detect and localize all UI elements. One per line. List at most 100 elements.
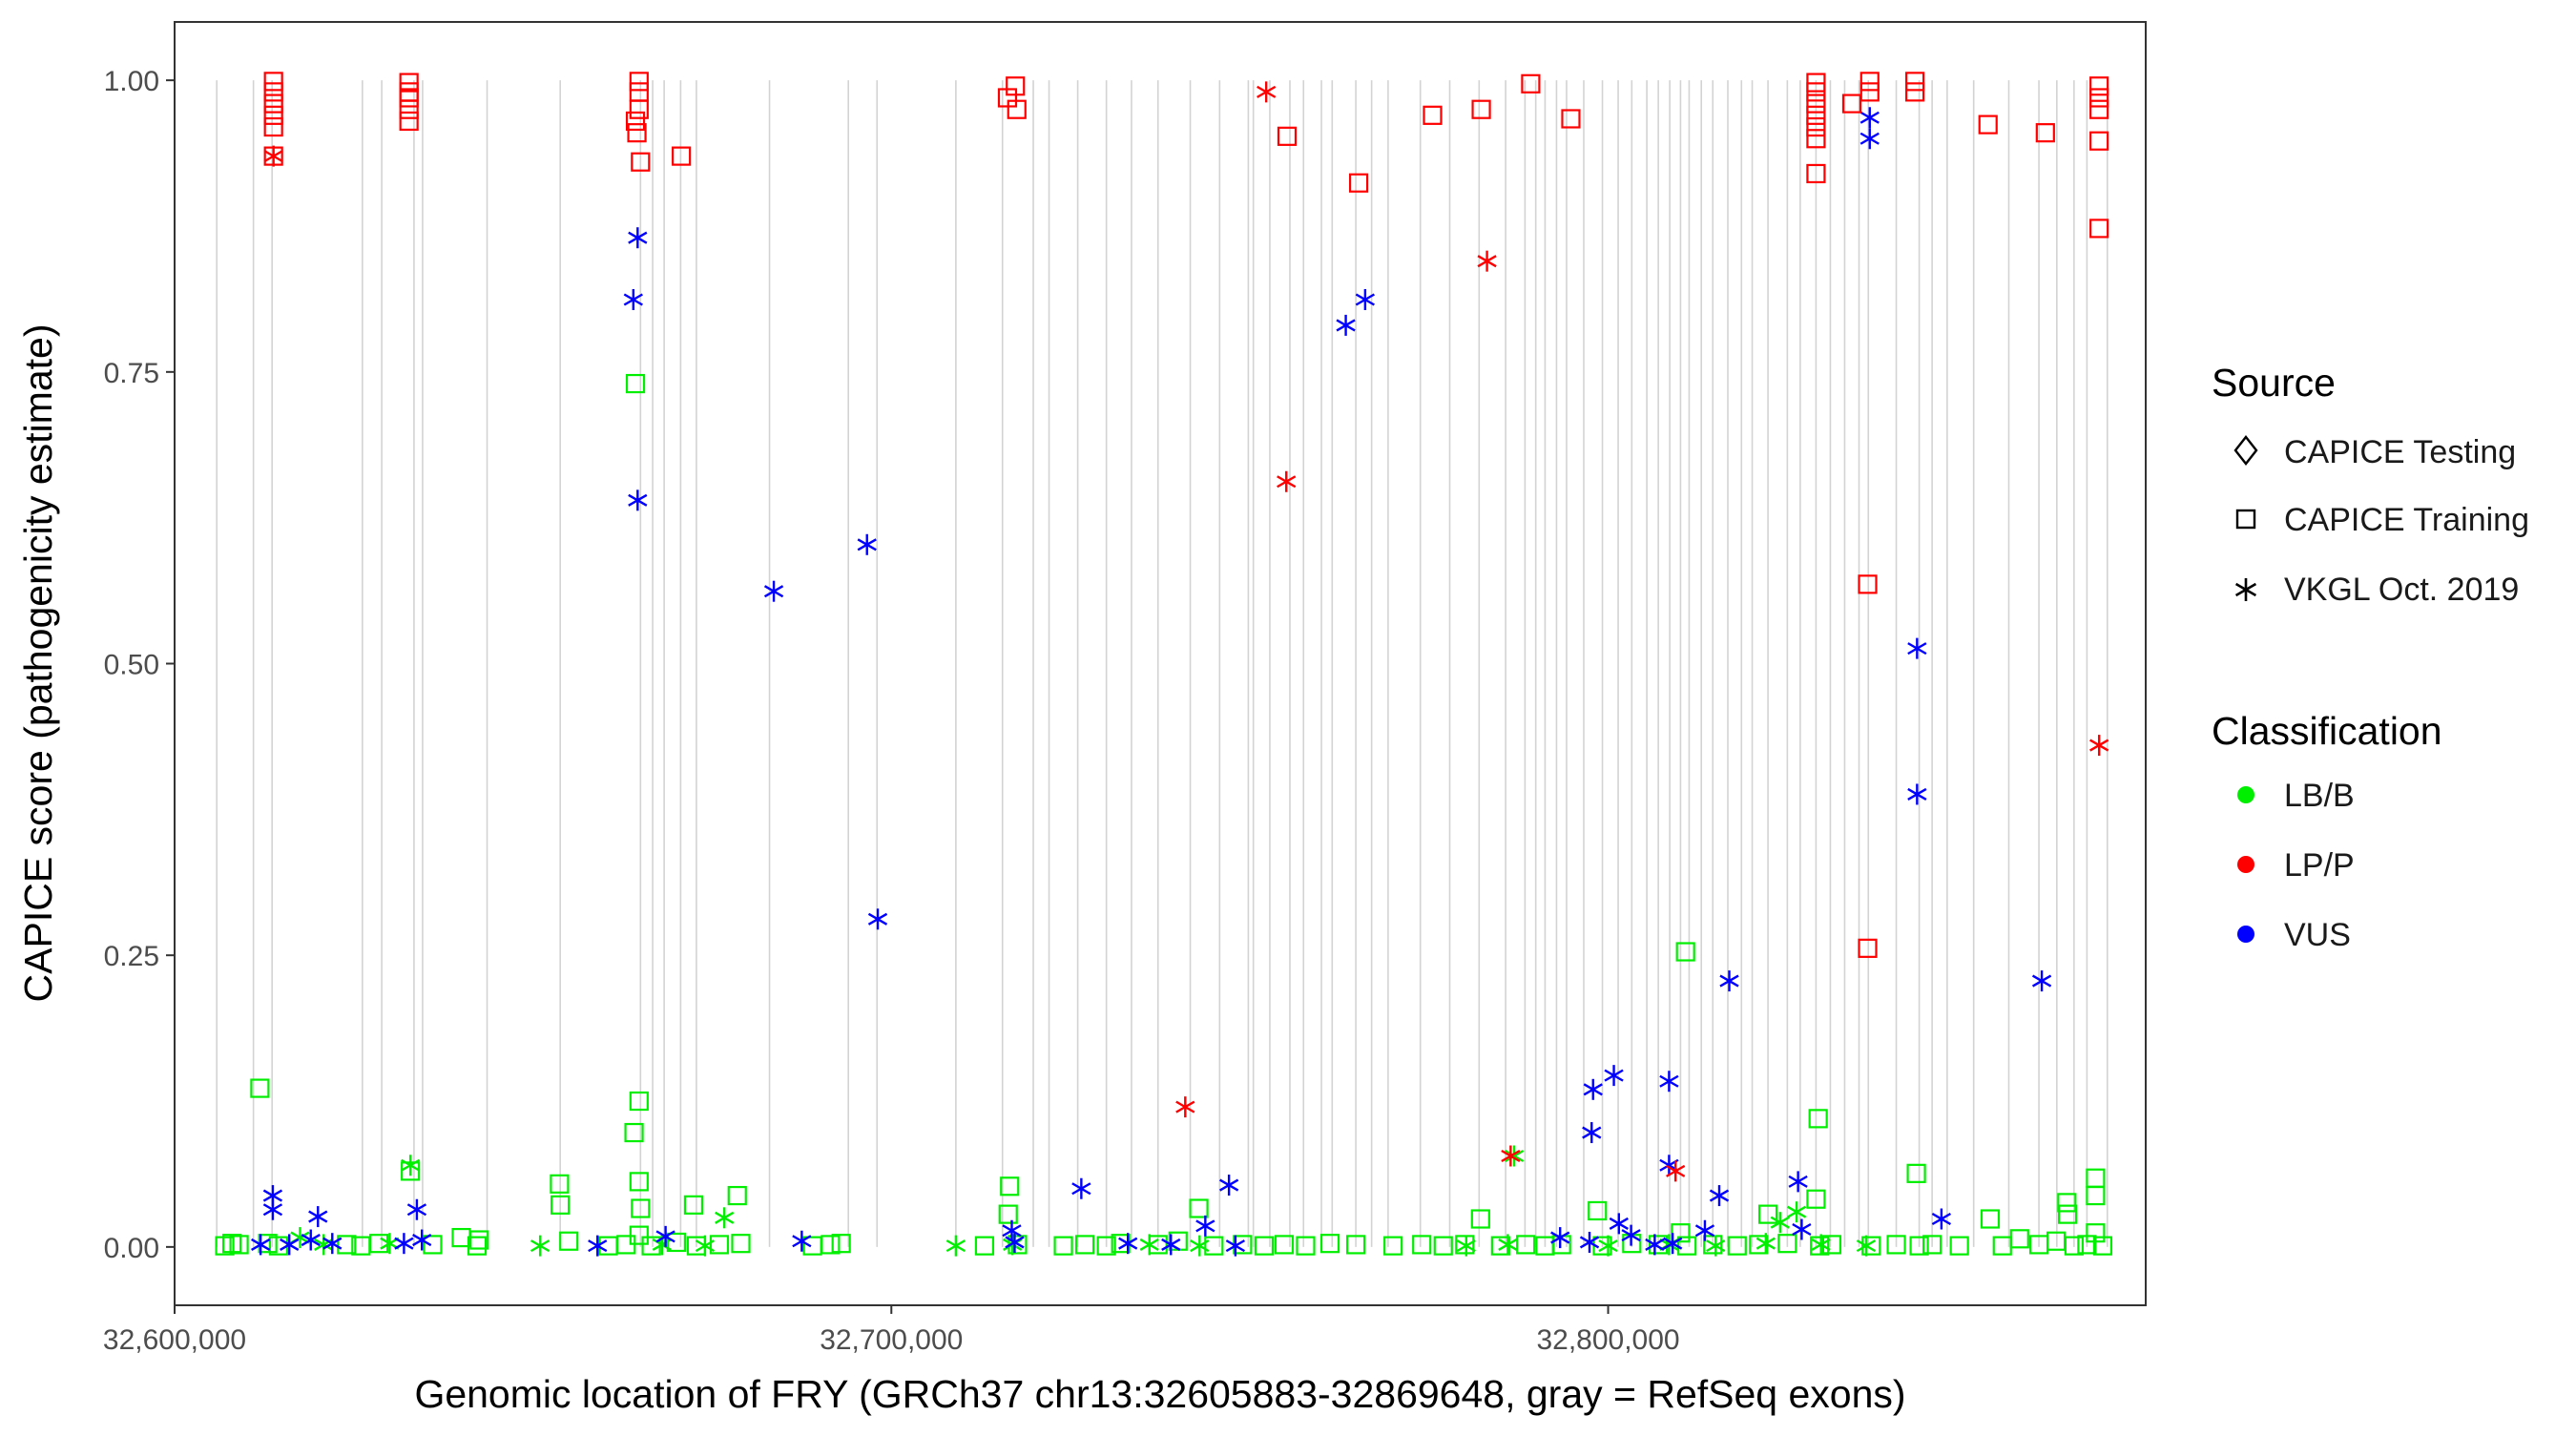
data-point-vus [1659,1071,1679,1093]
data-point-vus [1579,1231,1600,1253]
data-point-lbb [530,1235,551,1257]
legend-source-title: Source [2212,361,2336,405]
data-point-lpp [1423,105,1443,125]
data-point-vus [1583,1078,1603,1100]
data-point-lbb [1727,1236,1747,1256]
data-point-vus [1550,1227,1570,1249]
data-point-lbb [629,1172,649,1192]
data-point-vus [1604,1065,1624,1087]
data-point-lbb [624,1122,644,1143]
data-point-lbb [1190,1235,1210,1257]
data-point-lbb [945,1235,966,1257]
legend-class-label-lpp: LP/P [2284,847,2355,884]
data-point-lbb [1345,1235,1366,1255]
data-point-lpp [2089,219,2109,239]
data-point-lpp [629,99,649,119]
data-point-lbb [1808,1109,1828,1129]
data-point-lbb [1806,1189,1826,1209]
data-point-lbb [1906,1163,1926,1183]
data-point-vus [301,1229,321,1251]
data-point-lpp [1806,163,1826,184]
y-tick-label: 0.25 [104,941,159,972]
data-point-lbb [1777,1234,1797,1254]
data-point-vus [1071,1177,1091,1199]
data-point-lbb [1383,1236,1403,1256]
legend-square-icon [2235,509,2256,530]
data-point-lpp [629,72,649,92]
data-point-lbb [1274,1235,1295,1255]
data-point-vus [1582,1122,1602,1144]
data-point-vus [655,1225,675,1247]
data-point-lbb [337,1235,357,1255]
data-point-lbb [2058,1204,2078,1224]
data-point-lbb [1456,1235,1476,1257]
data-point-lbb [1000,1176,1020,1197]
data-point-vus [1225,1235,1246,1257]
data-point-lbb [1075,1235,1095,1255]
data-point-lpp [263,105,283,125]
data-point-lpp [2089,88,2109,108]
data-point-lbb [1675,942,1695,962]
legend-class-label-lbb: LB/B [2284,778,2355,814]
data-point-lbb [683,1195,704,1215]
data-point-lbb [1319,1234,1340,1254]
x-axis-label: Genomic location of FRY (GRCh37 chr13:32… [414,1372,1905,1416]
data-point-lpp [627,123,647,143]
data-point-vus [412,1229,432,1251]
data-point-lpp [2035,123,2055,143]
data-point-lpp [399,99,419,119]
data-point-lbb [1412,1235,1432,1255]
data-point-vus [2031,970,2052,992]
data-point-lpp [399,111,419,132]
data-point-lbb [469,1230,489,1250]
data-point-lbb [551,1195,571,1215]
data-point-lpp [672,146,692,166]
data-point-lbb [2028,1235,2049,1255]
data-point-lpp [1806,82,1826,102]
data-point-vus [792,1230,812,1252]
data-point-vus [251,1234,271,1256]
data-point-vus [1161,1234,1181,1256]
x-axis: 32,600,000 32,700,000 32,800,000 [103,1305,1680,1356]
data-point-lbb [401,1155,421,1176]
data-point-lpp [1666,1160,1686,1182]
data-point-lbb [1757,1204,1778,1224]
data-point-vus [1907,637,1927,659]
legend-diamond-icon [2233,435,2258,466]
data-point-lpp [1858,574,1878,594]
data-point-lbb [1254,1236,1275,1256]
data-point-lbb [2092,1236,2113,1256]
data-point-vus [280,1234,300,1256]
x-tick-label: 32,800,000 [1536,1324,1679,1356]
data-point-lbb [215,1236,235,1256]
data-point-lbb [1588,1200,1608,1221]
data-point-lpp [1841,94,1862,114]
data-point-vus [588,1235,608,1257]
data-point-lpp [399,88,419,108]
data-point-lbb [1856,1235,1877,1257]
data-point-lbb [1189,1198,1209,1218]
data-point-vus [628,489,648,511]
plot-background [175,22,2146,1305]
data-point-lpp [263,116,283,137]
data-point-lbb [1204,1236,1224,1256]
data-point-vus [628,227,648,249]
data-point-lbb [2057,1193,2077,1213]
data-point-lbb [821,1235,841,1255]
data-point-vus [1118,1233,1138,1255]
data-point-lbb [423,1235,443,1255]
data-point-lpp [1806,105,1826,125]
data-point-vus [394,1233,414,1255]
data-point-lbb [1598,1235,1618,1257]
data-point-lpp [1806,116,1826,137]
data-point-lbb [1922,1235,1942,1255]
data-point-lbb [467,1236,488,1256]
data-point-lpp [1904,72,1925,92]
data-point-lbb [715,1207,735,1229]
data-point-lpp [625,111,646,132]
data-point-lpp [1806,129,1826,149]
data-point-vus [1355,289,1375,311]
data-point-lpp [1501,1145,1521,1167]
legend-class-label-vus: VUS [2284,917,2351,953]
